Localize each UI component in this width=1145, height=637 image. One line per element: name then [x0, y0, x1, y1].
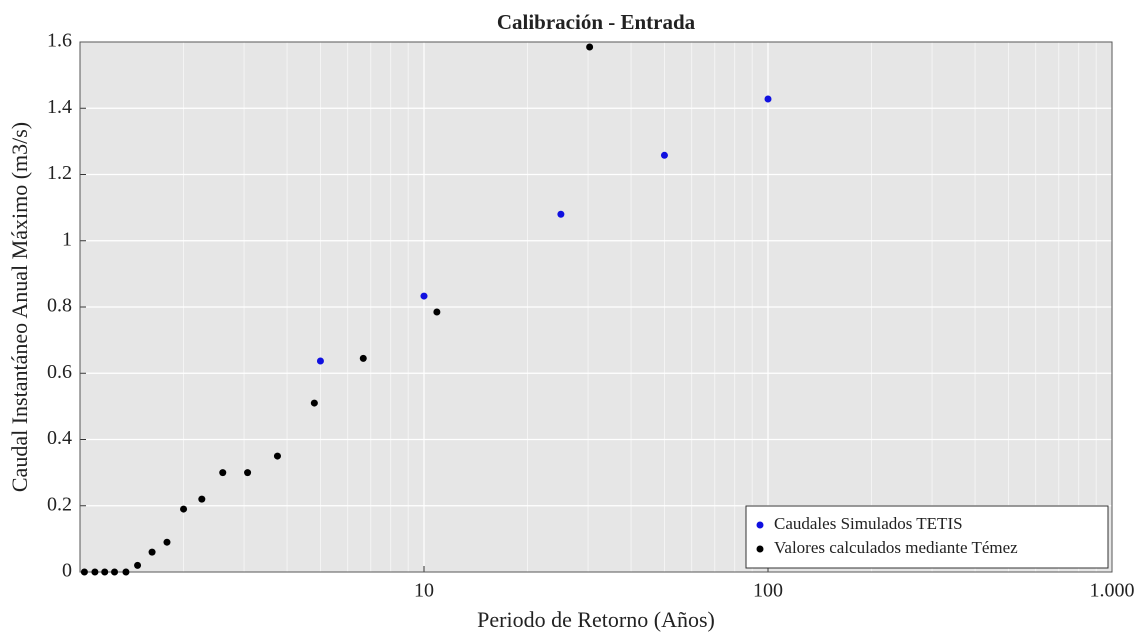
y-tick-label: 1 — [62, 228, 72, 250]
point — [91, 568, 99, 576]
point — [111, 568, 119, 576]
point — [420, 292, 428, 300]
y-tick-label: 0.8 — [47, 295, 72, 317]
point — [359, 354, 367, 362]
point — [557, 210, 565, 218]
y-axis-label: Caudal Instantáneo Anual Máximo (m3/s) — [7, 122, 32, 492]
x-tick-label: 10 — [414, 580, 434, 602]
legend-marker — [756, 521, 764, 529]
point — [122, 568, 130, 576]
x-axis-label: Periodo de Retorno (Años) — [477, 607, 715, 632]
y-tick-label: 0.4 — [47, 427, 72, 449]
y-tick-label: 0.2 — [47, 493, 72, 515]
legend-label: Caudales Simulados TETIS — [774, 514, 963, 533]
y-tick-label: 1.2 — [47, 162, 72, 184]
point — [101, 568, 109, 576]
legend-box — [745, 505, 1109, 569]
y-tick-label: 1.4 — [47, 96, 72, 118]
point — [244, 469, 252, 477]
chart-title: Calibración - Entrada — [497, 10, 696, 34]
point — [273, 452, 281, 460]
point — [198, 495, 206, 503]
x-tick-label: 1.000 — [1090, 580, 1135, 602]
y-tick-label: 0.6 — [47, 361, 72, 383]
point — [764, 95, 772, 103]
point — [316, 357, 324, 365]
point — [433, 308, 441, 316]
x-tick-label: 100 — [753, 580, 783, 602]
y-tick-label: 0 — [62, 560, 72, 582]
point — [660, 151, 668, 159]
axes-frame — [79, 41, 1113, 573]
point — [586, 43, 594, 51]
point — [180, 505, 188, 513]
point — [163, 538, 171, 546]
legend-label: Valores calculados mediante Témez — [774, 538, 1018, 557]
y-tick-label: 1.6 — [47, 30, 72, 52]
point — [219, 469, 227, 477]
point — [148, 548, 156, 556]
point — [80, 568, 88, 576]
point — [310, 399, 318, 407]
point — [134, 561, 142, 569]
legend-marker — [756, 545, 764, 553]
